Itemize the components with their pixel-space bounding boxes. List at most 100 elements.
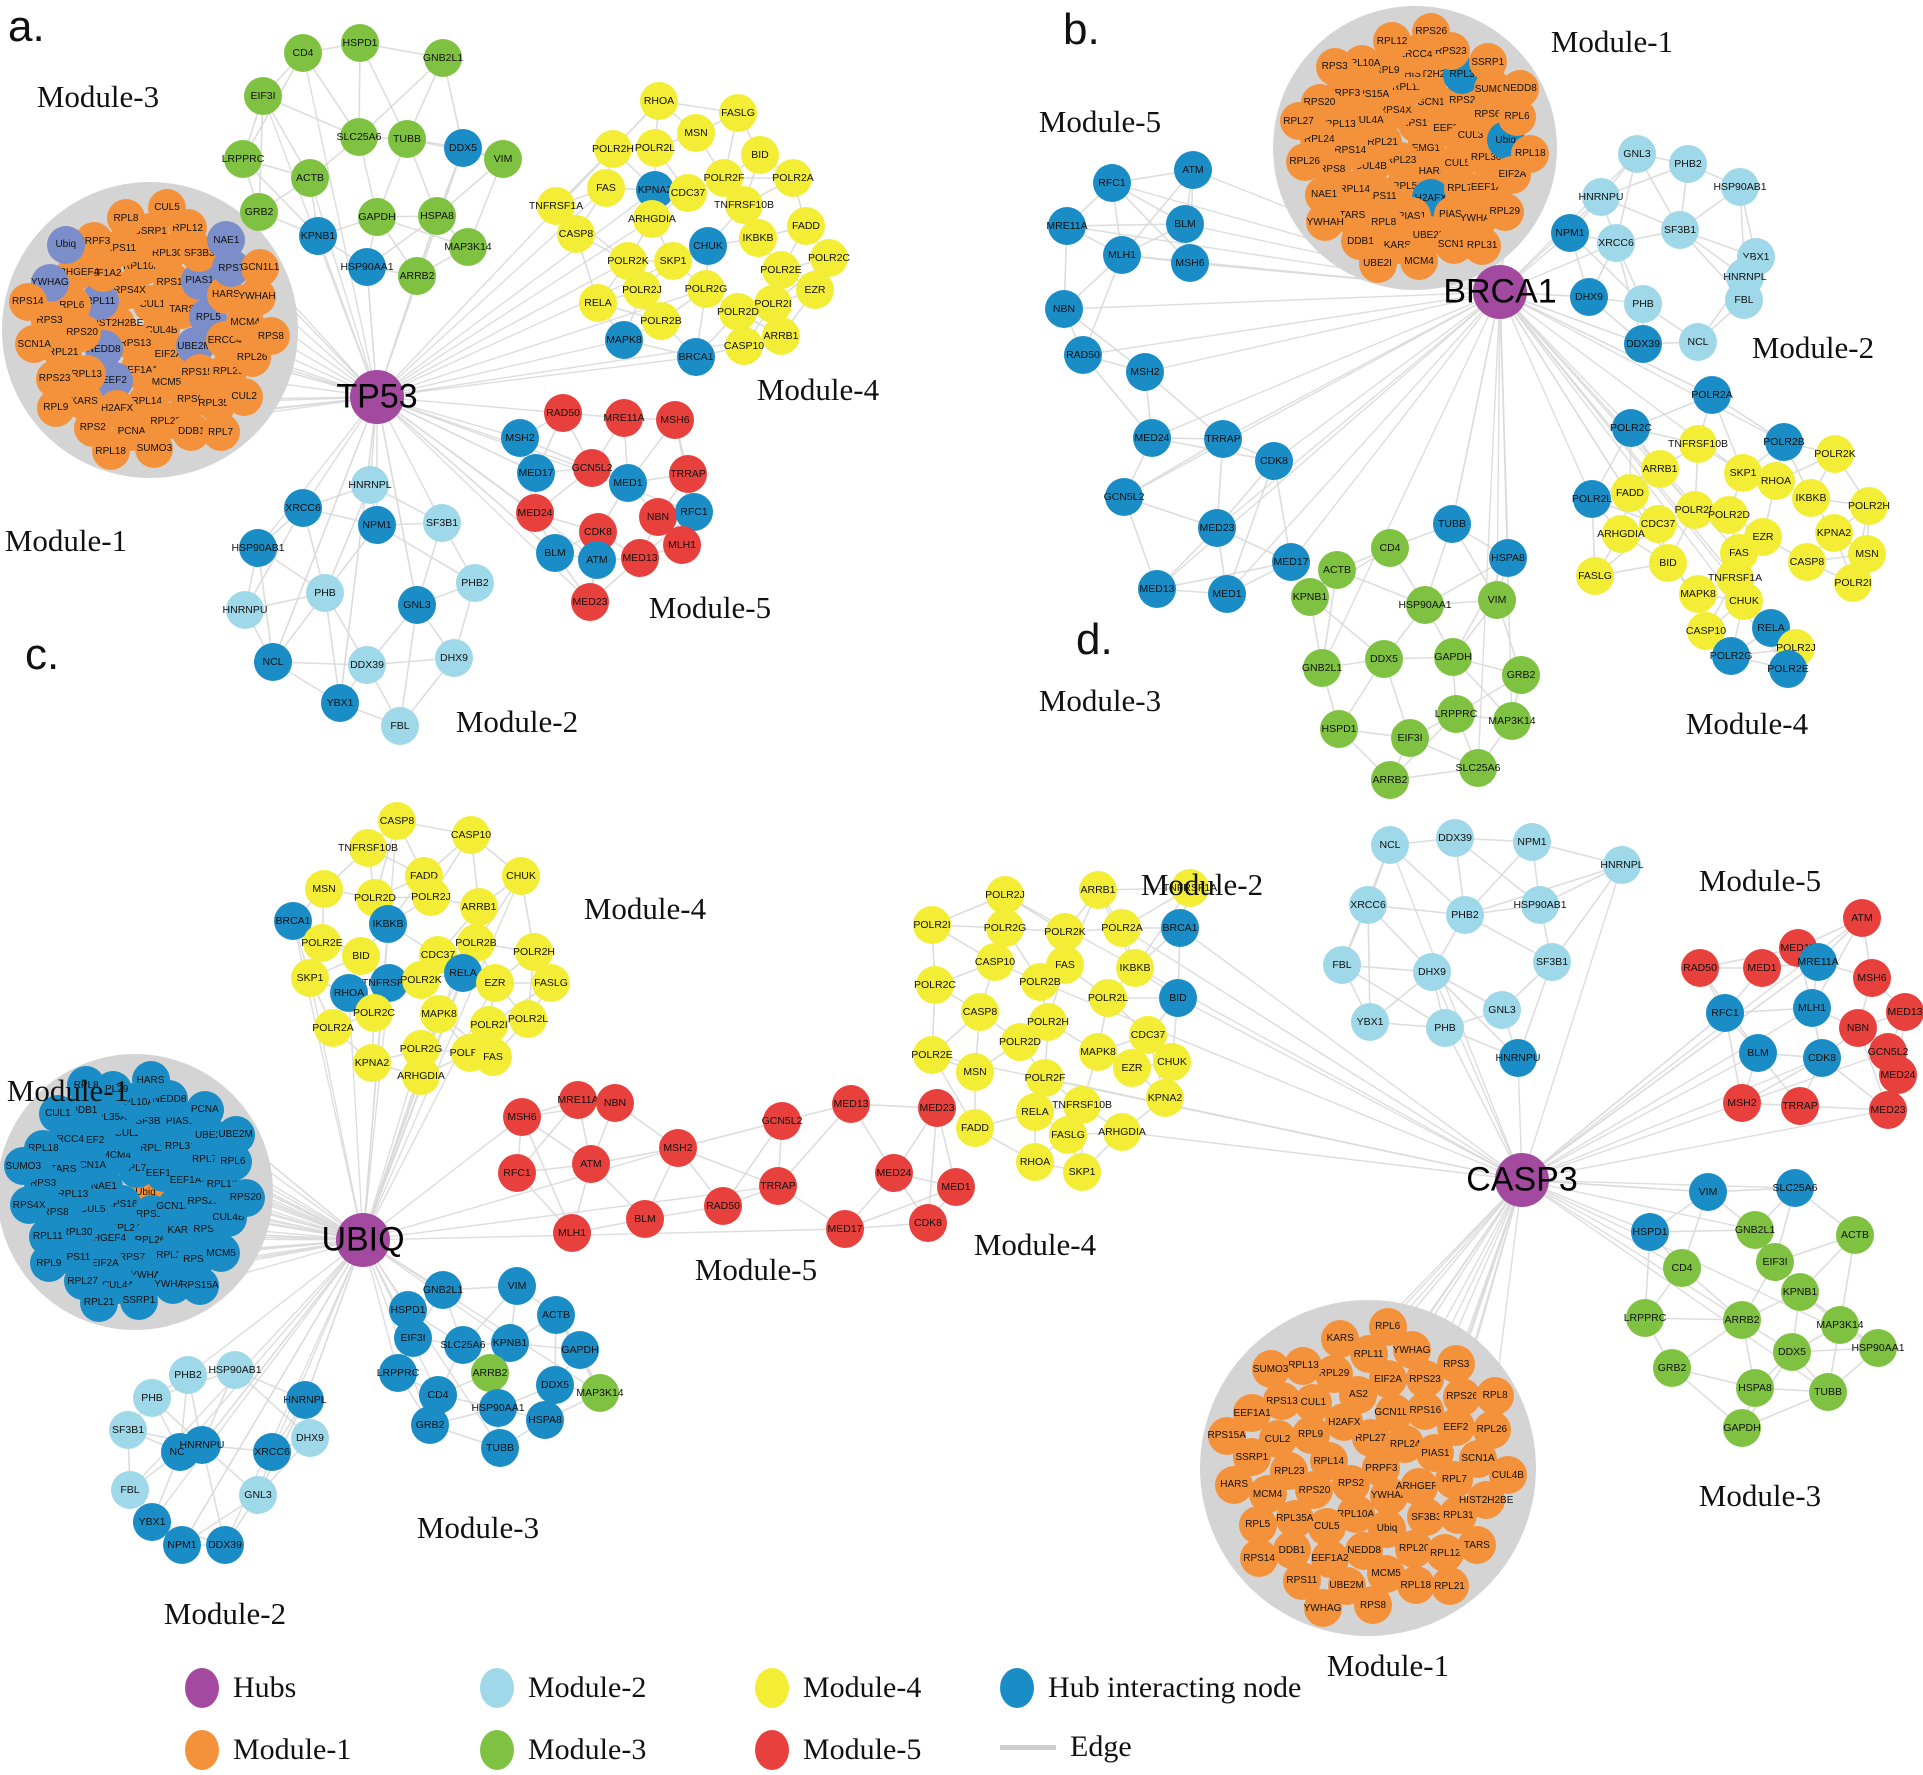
node-MAP3K14[interactable]: MAP3K14 xyxy=(576,1374,624,1412)
node-ARRB2[interactable]: ARRB2 xyxy=(471,1354,509,1392)
node-RPL31[interactable]: RPL31 xyxy=(1463,226,1502,265)
node-ACTB[interactable]: ACTB xyxy=(291,159,329,197)
node-POLR2I[interactable]: POLR2I xyxy=(1834,564,1872,602)
node-HNRNPU[interactable]: HNRNPU xyxy=(223,591,267,629)
node-NCL[interactable]: NCL xyxy=(254,643,292,681)
node-MED1[interactable]: MED1 xyxy=(609,464,647,502)
node-ATM[interactable]: ATM xyxy=(1174,151,1212,189)
node-PHB[interactable]: PHB xyxy=(133,1379,171,1417)
node-MLH1[interactable]: MLH1 xyxy=(1103,236,1141,274)
node-GAPDH[interactable]: GAPDH xyxy=(561,1331,599,1369)
node-XRCC6[interactable]: XRCC6 xyxy=(1349,886,1387,924)
node-NCL[interactable]: NCL xyxy=(1371,826,1409,864)
node-CHUK[interactable]: CHUK xyxy=(689,227,727,265)
node-DDX39[interactable]: DDX39 xyxy=(348,646,386,684)
node-POLR2J[interactable]: POLR2J xyxy=(411,878,451,916)
node-DDX39[interactable]: DDX39 xyxy=(206,1526,244,1564)
node-GNL3[interactable]: GNL3 xyxy=(1618,135,1656,173)
node-CASP10[interactable]: CASP10 xyxy=(451,816,491,854)
node-RPL21[interactable]: RPL21 xyxy=(80,1283,119,1322)
node-FASLG[interactable]: FASLG xyxy=(719,94,757,132)
node-GNB2L1[interactable]: GNB2L1 xyxy=(423,1271,463,1309)
hub-UBIQ[interactable] xyxy=(336,1213,390,1267)
node-RPS14[interactable]: RPS14 xyxy=(8,282,47,321)
node-BID[interactable]: BID xyxy=(741,136,779,174)
node-POLR2G[interactable]: POLR2G xyxy=(984,909,1026,947)
node-CASP8[interactable]: CASP8 xyxy=(961,993,999,1031)
node-SKP1[interactable]: SKP1 xyxy=(291,959,329,997)
node-HSPA8[interactable]: HSPA8 xyxy=(418,197,456,235)
node-GRB2[interactable]: GRB2 xyxy=(240,193,278,231)
node-BLM[interactable]: BLM xyxy=(1739,1034,1777,1072)
node-UBE2M[interactable]: UBE2M xyxy=(216,1115,255,1154)
node-ARRB1[interactable]: ARRB1 xyxy=(460,888,498,926)
node-POLR2E[interactable]: POLR2E xyxy=(1767,650,1809,688)
node-DDX5[interactable]: DDX5 xyxy=(1365,640,1403,678)
node-IKBKB[interactable]: IKBKB xyxy=(739,219,777,257)
node-MLH1[interactable]: MLH1 xyxy=(663,526,701,564)
node-FADD[interactable]: FADD xyxy=(787,207,825,245)
node-SF3B1[interactable]: SF3B1 xyxy=(1533,943,1571,981)
node-POLR2E[interactable]: POLR2E xyxy=(760,251,802,289)
node-MLH1[interactable]: MLH1 xyxy=(553,1214,591,1252)
node-CDK8[interactable]: CDK8 xyxy=(1255,442,1293,480)
node-RPL13[interactable]: RPL13 xyxy=(1284,1346,1323,1385)
node-MAPK8[interactable]: MAPK8 xyxy=(1079,1033,1117,1071)
node-LRPPRC[interactable]: LRPPRC xyxy=(1624,1299,1666,1337)
node-MAPK8[interactable]: MAPK8 xyxy=(605,321,643,359)
node-XRCC6[interactable]: XRCC6 xyxy=(253,1433,291,1471)
node-PHB[interactable]: PHB xyxy=(1624,285,1662,323)
node-LRPPRC[interactable]: LRPPRC xyxy=(1435,695,1477,733)
node-TRRAP[interactable]: TRRAP xyxy=(1204,420,1242,458)
node-HSP90AB1[interactable]: HSP90AB1 xyxy=(231,529,285,567)
node-LRPPRC[interactable]: LRPPRC xyxy=(377,1354,419,1392)
node-TNFRSF10B[interactable]: TNFRSF10B xyxy=(338,829,398,867)
node-ARRB2[interactable]: ARRB2 xyxy=(1371,761,1409,799)
node-RHOA[interactable]: RHOA xyxy=(640,82,678,120)
node-SUMO3[interactable]: SUMO3 xyxy=(1251,1350,1290,1389)
node-IKBKB[interactable]: IKBKB xyxy=(1792,479,1830,517)
node-FBL[interactable]: FBL xyxy=(1725,281,1763,319)
node-POLR2C[interactable]: POLR2C xyxy=(1610,409,1652,447)
node-GNB2L1[interactable]: GNB2L1 xyxy=(1302,649,1342,687)
node-POLR2K[interactable]: POLR2K xyxy=(1814,435,1856,473)
node-EZR[interactable]: EZR xyxy=(796,271,834,309)
node-KPNA2[interactable]: KPNA2 xyxy=(353,1044,391,1082)
node-POLR2F[interactable]: POLR2F xyxy=(1675,491,1715,529)
node-BID[interactable]: BID xyxy=(1159,979,1197,1017)
node-DHX9[interactable]: DHX9 xyxy=(291,1419,329,1457)
node-DHX9[interactable]: DHX9 xyxy=(1570,278,1608,316)
node-RELA[interactable]: RELA xyxy=(1016,1093,1054,1131)
node-YBX1[interactable]: YBX1 xyxy=(321,684,359,722)
node-POLR2D[interactable]: POLR2D xyxy=(1708,496,1750,534)
node-CDC37[interactable]: CDC37 xyxy=(1639,505,1677,543)
node-FBL[interactable]: FBL xyxy=(381,707,419,745)
node-FBL[interactable]: FBL xyxy=(111,1471,149,1509)
node-POLR2B[interactable]: POLR2B xyxy=(640,302,682,340)
node-TUBB[interactable]: TUBB xyxy=(1433,505,1471,543)
node-GRB2[interactable]: GRB2 xyxy=(1502,656,1540,694)
node-FADD[interactable]: FADD xyxy=(956,1109,994,1147)
node-XRCC6[interactable]: XRCC6 xyxy=(284,489,322,527)
node-BRCA1[interactable]: BRCA1 xyxy=(1161,909,1199,947)
node-HNRNPU[interactable]: HNRNPU xyxy=(1496,1039,1540,1077)
node-MED17[interactable]: MED17 xyxy=(826,1210,864,1248)
node-HSP90AB1[interactable]: HSP90AB1 xyxy=(1713,168,1767,206)
node-YWHAG[interactable]: YWHAG xyxy=(1303,1589,1342,1628)
node-ARHGDIA[interactable]: ARHGDIA xyxy=(397,1057,445,1095)
node-KARS[interactable]: KARS xyxy=(1321,1319,1360,1358)
hub-BRCA1[interactable] xyxy=(1473,265,1527,319)
node-DDX5[interactable]: DDX5 xyxy=(444,129,482,167)
node-MED24[interactable]: MED24 xyxy=(1879,1056,1917,1094)
node-SKP1[interactable]: SKP1 xyxy=(1063,1153,1101,1191)
node-POLR2A[interactable]: POLR2A xyxy=(772,159,814,197)
node-MED23[interactable]: MED23 xyxy=(1198,509,1236,547)
node-KPNA2[interactable]: KPNA2 xyxy=(1146,1079,1184,1117)
node-KPNB1[interactable]: KPNB1 xyxy=(1781,1273,1819,1311)
node-EIF3I[interactable]: EIF3I xyxy=(1756,1243,1794,1281)
node-POLR2C[interactable]: POLR2C xyxy=(353,994,395,1032)
node-BLM[interactable]: BLM xyxy=(536,534,574,572)
node-POLR2D[interactable]: POLR2D xyxy=(999,1023,1041,1061)
node-CD4[interactable]: CD4 xyxy=(284,34,322,72)
node-NPM1[interactable]: NPM1 xyxy=(358,506,396,544)
